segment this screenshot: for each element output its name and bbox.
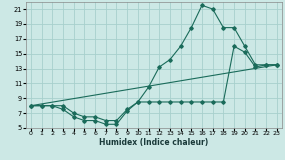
X-axis label: Humidex (Indice chaleur): Humidex (Indice chaleur) bbox=[99, 138, 209, 147]
